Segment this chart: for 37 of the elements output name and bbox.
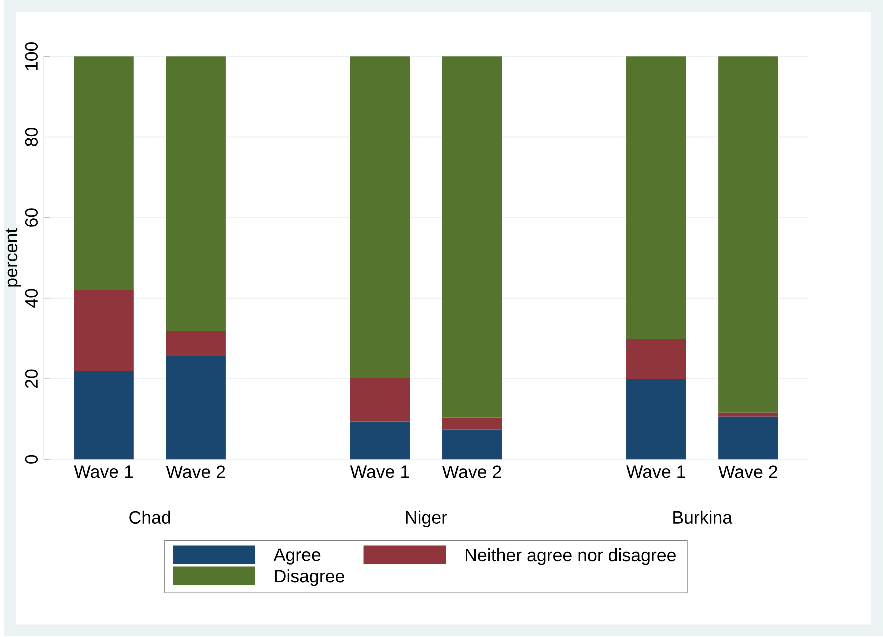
- bar: [626, 56, 686, 340]
- bar: [718, 56, 778, 414]
- bar: [74, 56, 134, 291]
- bar: [74, 371, 134, 460]
- bar: [166, 56, 226, 332]
- y-tick-label: 60: [25, 208, 38, 228]
- legend-label: Disagree: [275, 570, 344, 586]
- x-tick-label: Wave 1: [350, 466, 410, 478]
- bar: [442, 430, 502, 460]
- y-axis-title: percent: [6, 228, 22, 287]
- bar: [350, 422, 410, 460]
- bar: [350, 56, 410, 378]
- text: Chad: [130, 511, 170, 524]
- legend-label: Neither agree nor disagree: [466, 548, 676, 566]
- text: Burkina: [674, 511, 733, 524]
- bar: [166, 331, 226, 356]
- bar: [350, 378, 410, 422]
- bar: [626, 339, 686, 380]
- y-tick-label: 20: [25, 370, 38, 388]
- text: Niger: [406, 511, 448, 528]
- bar: [442, 418, 502, 430]
- y-tick-label: 40: [25, 289, 38, 308]
- y-tick-label: 0: [25, 455, 38, 464]
- y-tick-label: 80: [25, 128, 38, 147]
- bar: [626, 379, 686, 460]
- bar: [718, 417, 778, 460]
- y-tick-label: 100: [25, 42, 38, 70]
- x-tick-label: Wave 1: [74, 466, 134, 478]
- bar: [718, 413, 778, 418]
- bar: [166, 356, 226, 460]
- bar: [74, 290, 134, 372]
- x-tick-label: Wave 2: [166, 466, 226, 479]
- bar: [442, 56, 502, 418]
- x-tick-label: Wave 2: [442, 466, 502, 479]
- legend-label: Agree: [274, 549, 321, 566]
- x-tick-label: Wave 2: [718, 466, 778, 479]
- x-tick-label: Wave 1: [626, 466, 686, 478]
